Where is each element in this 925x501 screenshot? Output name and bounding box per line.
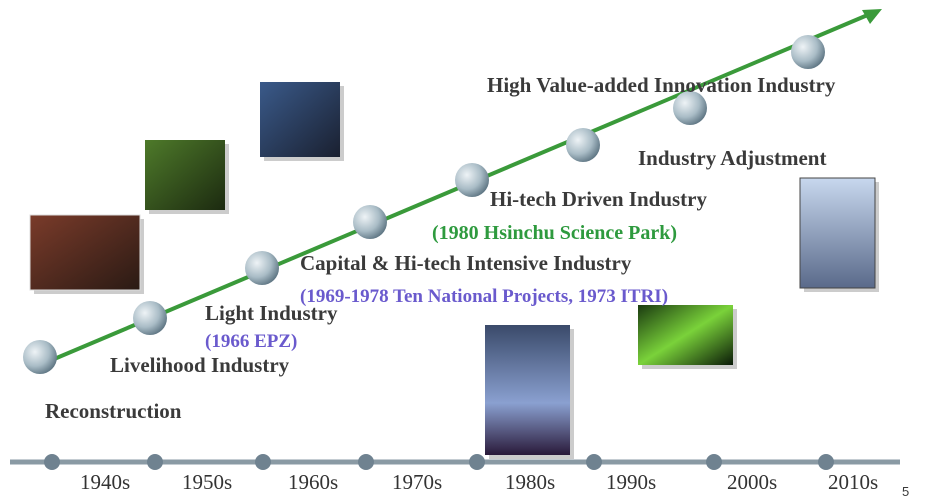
- stage-label: Capital & Hi-tech Intensive Industry: [300, 251, 632, 275]
- decade-label: 1990s: [606, 470, 656, 494]
- decade-label: 2000s: [727, 470, 777, 494]
- stage-label: High Value-added Innovation Industry: [487, 73, 836, 97]
- slide: Reconstruction Livelihood Industry Light…: [0, 0, 925, 501]
- stage-label: Hi-tech Driven Industry: [490, 187, 707, 211]
- decade-label: 1980s: [505, 470, 555, 494]
- timeline: [10, 454, 900, 470]
- page-number: 5: [902, 484, 909, 499]
- stage-label: Industry Adjustment: [638, 146, 826, 170]
- decade-label: 1960s: [288, 470, 338, 494]
- decade-labels: 1940s 1950s 1960s 1970s 1980s 1990s 2000…: [80, 470, 878, 494]
- decade-label: 2010s: [828, 470, 878, 494]
- stage-note: (1980 Hsinchu Science Park): [432, 222, 677, 244]
- decade-label: 1950s: [182, 470, 232, 494]
- stage-note: (1966 EPZ): [205, 331, 297, 352]
- decade-label: 1970s: [392, 470, 442, 494]
- stage-label: Reconstruction: [45, 399, 182, 423]
- stage-label: Livelihood Industry: [110, 353, 290, 377]
- decade-label: 1940s: [80, 470, 130, 494]
- stage-note: (1969-1978 Ten National Projects, 1973 I…: [300, 286, 668, 307]
